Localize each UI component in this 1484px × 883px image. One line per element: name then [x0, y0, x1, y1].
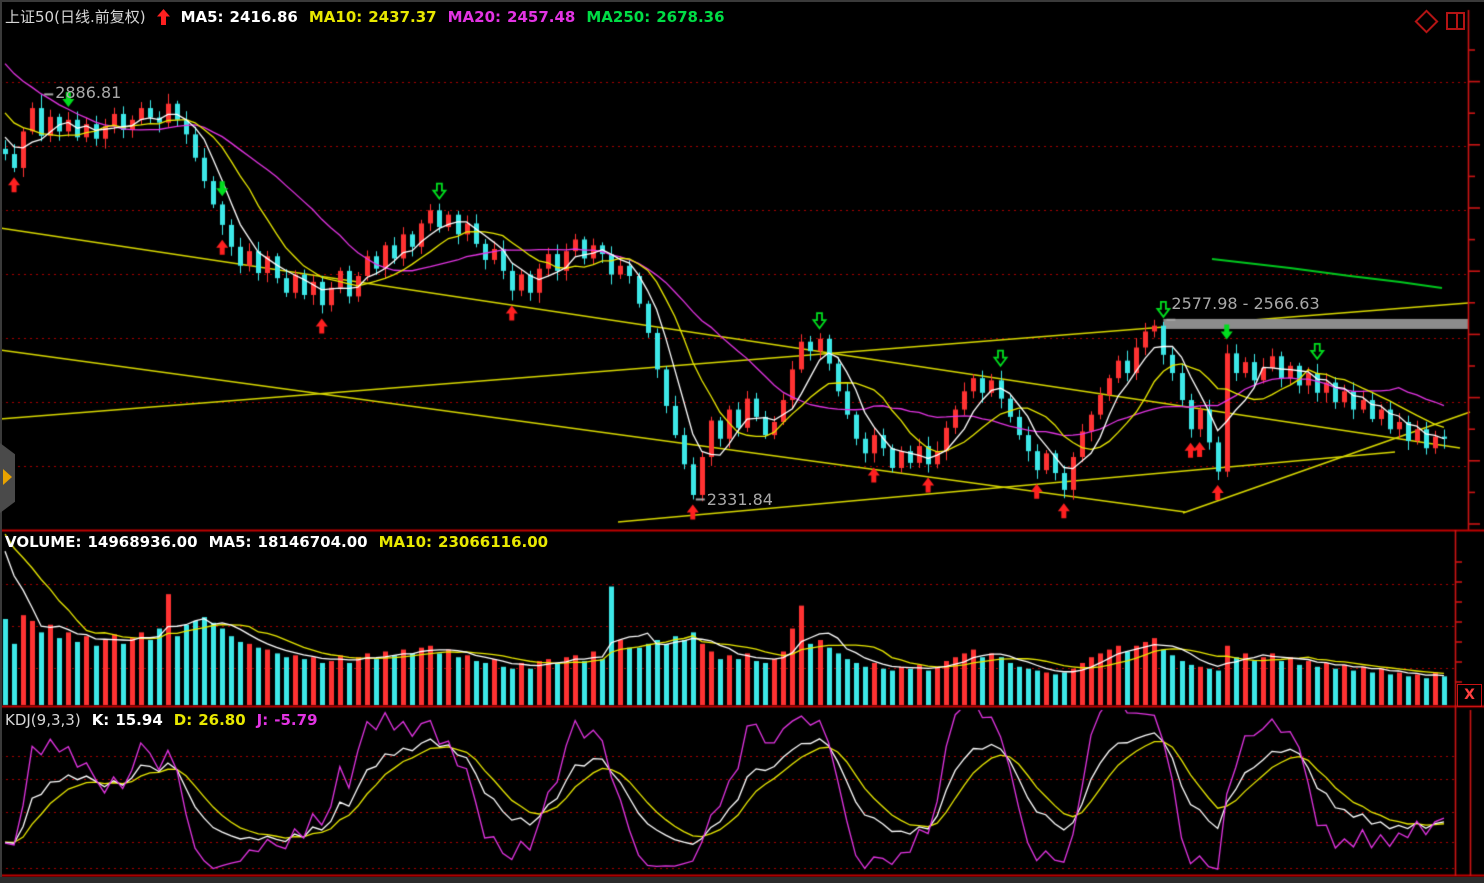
- window-controls: [1404, 0, 1470, 34]
- ma10-readout: MA10: 2437.37: [309, 8, 437, 26]
- instrument-title: 上证50(日线.前复权): [5, 8, 146, 26]
- ma250-value: 2678.36: [656, 7, 725, 26]
- window-left-edge: [0, 0, 2, 877]
- volume-label: VOLUME:: [5, 533, 82, 551]
- volume-ma5-label: MA5:: [208, 533, 252, 551]
- ma20-readout: MA20: 2457.48: [448, 8, 576, 26]
- kdj-label: KDJ(9,3,3): [5, 711, 81, 729]
- ma20-value: 2457.48: [507, 7, 576, 26]
- ma250-label: MA250:: [586, 7, 651, 26]
- volume-ma10-value: 23066116.00: [438, 533, 549, 551]
- volume-ma10-label: MA10:: [378, 533, 433, 551]
- resistance-band-annotation: 2577.98 - 2566.63: [1171, 293, 1320, 313]
- ma250-readout: MA250: 2678.36: [586, 8, 724, 26]
- volume-value: 14968936.00: [87, 533, 198, 551]
- volume-header: VOLUME: 14968936.00 MA5: 18146704.00 MA1…: [5, 533, 548, 551]
- diamond-icon[interactable]: [1414, 9, 1439, 34]
- volume-readout: VOLUME: 14968936.00: [5, 533, 198, 551]
- sidebar-expand-handle[interactable]: [0, 443, 15, 513]
- volume-ma10-readout: MA10: 23066116.00: [379, 533, 549, 551]
- period-low-annotation: 2331.84: [706, 490, 773, 510]
- ma10-label: MA10:: [308, 7, 363, 26]
- split-window-icon[interactable]: [1446, 12, 1465, 30]
- kdj-k-value: 15.94: [115, 711, 163, 729]
- signal-up-arrow-icon: [156, 8, 170, 25]
- ma5-label: MA5:: [180, 7, 224, 26]
- kdj-j-value: -5.79: [274, 711, 318, 729]
- kdj-j-label: J:: [256, 711, 269, 729]
- period-high-annotation: 2886.81: [55, 83, 122, 103]
- kdj-k-label: K:: [91, 711, 110, 729]
- window-top-edge: [0, 0, 1484, 2]
- ma5-value: 2416.86: [229, 7, 298, 26]
- split-window-icon-bar: [1456, 14, 1459, 28]
- ma20-label: MA20:: [447, 7, 502, 26]
- close-indicator-button[interactable]: X: [1457, 684, 1482, 707]
- kdj-d-label: D:: [173, 711, 193, 729]
- window-bottom-edge: [0, 877, 1484, 883]
- main-chart-header: 上证50(日线.前复权) MA5: 2416.86 MA10: 2437.37 …: [5, 6, 725, 27]
- expand-arrow-icon: [3, 469, 12, 485]
- kdj-d-readout: D: 26.80: [174, 711, 246, 729]
- kdj-k-readout: K: 15.94: [92, 711, 163, 729]
- ma5-readout: MA5: 2416.86: [181, 8, 298, 26]
- ma10-value: 2437.37: [368, 7, 437, 26]
- kdj-d-value: 26.80: [198, 711, 246, 729]
- volume-ma5-readout: MA5: 18146704.00: [209, 533, 368, 551]
- volume-ma5-value: 18146704.00: [257, 533, 368, 551]
- kdj-header: KDJ(9,3,3) K: 15.94 D: 26.80 J: -5.79: [5, 711, 318, 729]
- kdj-j-readout: J: -5.79: [257, 711, 318, 729]
